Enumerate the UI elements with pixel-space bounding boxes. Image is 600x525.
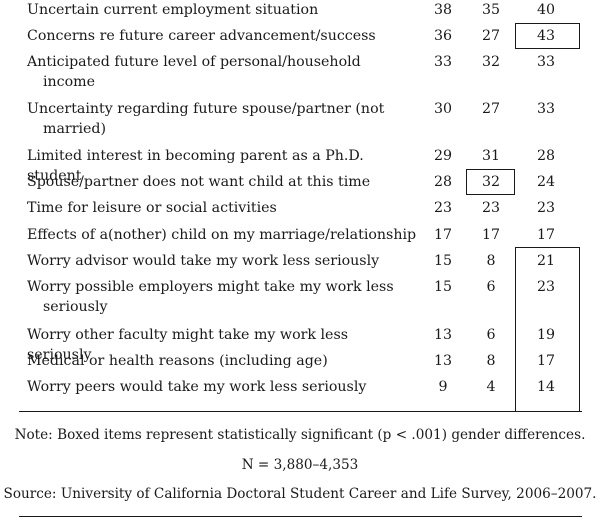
table-row: Worry peers would take my work less seri…: [0, 377, 600, 403]
row-label: Anticipated future level of personal/hou…: [27, 52, 417, 92]
table-row: Spouse/partner does not want child at th…: [0, 172, 600, 198]
value-col-3: 23: [536, 200, 556, 216]
value-col-3: 28: [536, 148, 556, 164]
value-col-1: 13: [433, 327, 453, 343]
value-col-3: 43: [536, 28, 556, 44]
value-col-1: 38: [433, 2, 453, 18]
value-col-1: 30: [433, 101, 453, 117]
sample-size: N = 3,880–4,353: [241, 457, 359, 473]
row-label-line-2: seriously: [43, 299, 108, 315]
row-label-line-1: Anticipated future level of personal/hou…: [27, 54, 361, 70]
table-row: Worry other faculty might take my work l…: [0, 325, 600, 363]
table-row: Limited interest in becoming parent as a…: [0, 146, 600, 184]
value-col-2: 32: [481, 54, 501, 70]
value-col-1: 9: [438, 379, 448, 395]
table-row: Worry possible employers might take my w…: [0, 277, 600, 319]
value-col-2: 35: [481, 2, 501, 18]
table-row: Time for leisure or social activities 23…: [0, 198, 600, 224]
value-col-1: 28: [433, 174, 453, 190]
value-col-3: 40: [536, 2, 556, 18]
row-label-line-2: married): [43, 121, 107, 137]
value-col-1: 15: [433, 279, 453, 295]
value-col-3: 24: [536, 174, 556, 190]
row-label: Uncertain current employment situation: [27, 2, 319, 18]
value-col-2: 27: [481, 28, 501, 44]
value-col-2: 17: [481, 227, 501, 243]
row-label-line-1: Worry possible employers might take my w…: [27, 279, 394, 295]
table-row: Concerns re future career advancement/su…: [0, 26, 600, 52]
row-label: Time for leisure or social activities: [27, 200, 277, 216]
page-bottom-rule: [19, 516, 582, 517]
value-col-1: 17: [433, 227, 453, 243]
row-label-line-2: income: [43, 74, 96, 90]
significance-box: [466, 169, 515, 195]
row-label: Medical or health reasons (including age…: [27, 353, 328, 369]
value-col-1: 23: [433, 200, 453, 216]
row-label: Worry other faculty might take my work l…: [27, 327, 349, 363]
value-col-1: 33: [433, 54, 453, 70]
value-col-3: 33: [536, 54, 556, 70]
row-label: Spouse/partner does not want child at th…: [27, 174, 371, 190]
value-col-1: 36: [433, 28, 453, 44]
table-row: Worry advisor would take my work less se…: [0, 251, 600, 277]
significance-box: [515, 247, 580, 412]
value-col-3: 21: [536, 253, 556, 269]
table-note: Note: Boxed items represent statisticall…: [14, 427, 586, 443]
table-row: Anticipated future level of personal/hou…: [0, 52, 600, 94]
value-col-2: 32: [481, 174, 501, 190]
value-col-2: 8: [486, 253, 496, 269]
value-col-2: 23: [481, 200, 501, 216]
value-col-3: 17: [536, 227, 556, 243]
value-col-1: 13: [433, 353, 453, 369]
table-row: Uncertain current employment situation 3…: [0, 0, 600, 26]
significance-box: [515, 23, 580, 49]
table-row: Uncertainty regarding future spouse/part…: [0, 99, 600, 141]
value-col-2: 27: [481, 101, 501, 117]
row-label: Worry peers would take my work less seri…: [27, 379, 367, 395]
source-note: Source: University of California Doctora…: [3, 486, 597, 502]
value-col-1: 29: [433, 148, 453, 164]
value-col-2: 8: [486, 353, 496, 369]
row-label: Concerns re future career advancement/su…: [27, 28, 376, 44]
value-col-3: 17: [536, 353, 556, 369]
value-col-3: 19: [536, 327, 556, 343]
value-col-2: 31: [481, 148, 501, 164]
table-row: Medical or health reasons (including age…: [0, 351, 600, 377]
row-label: Worry advisor would take my work less se…: [27, 253, 380, 269]
value-col-3: 23: [536, 279, 556, 295]
row-label: Uncertainty regarding future spouse/part…: [27, 99, 417, 139]
value-col-2: 4: [486, 379, 496, 395]
value-col-3: 14: [536, 379, 556, 395]
value-col-2: 6: [486, 327, 496, 343]
table-row: Effects of a(nother) child on my marriag…: [0, 225, 600, 251]
row-label: Worry possible employers might take my w…: [27, 277, 417, 317]
table-bottom-rule: [19, 411, 582, 412]
row-label: Limited interest in becoming parent as a…: [27, 148, 364, 184]
value-col-3: 33: [536, 101, 556, 117]
value-col-1: 15: [433, 253, 453, 269]
row-label: Effects of a(nother) child on my marriag…: [27, 227, 417, 243]
row-label-line-1: Uncertainty regarding future spouse/part…: [27, 101, 385, 117]
value-col-2: 6: [486, 279, 496, 295]
